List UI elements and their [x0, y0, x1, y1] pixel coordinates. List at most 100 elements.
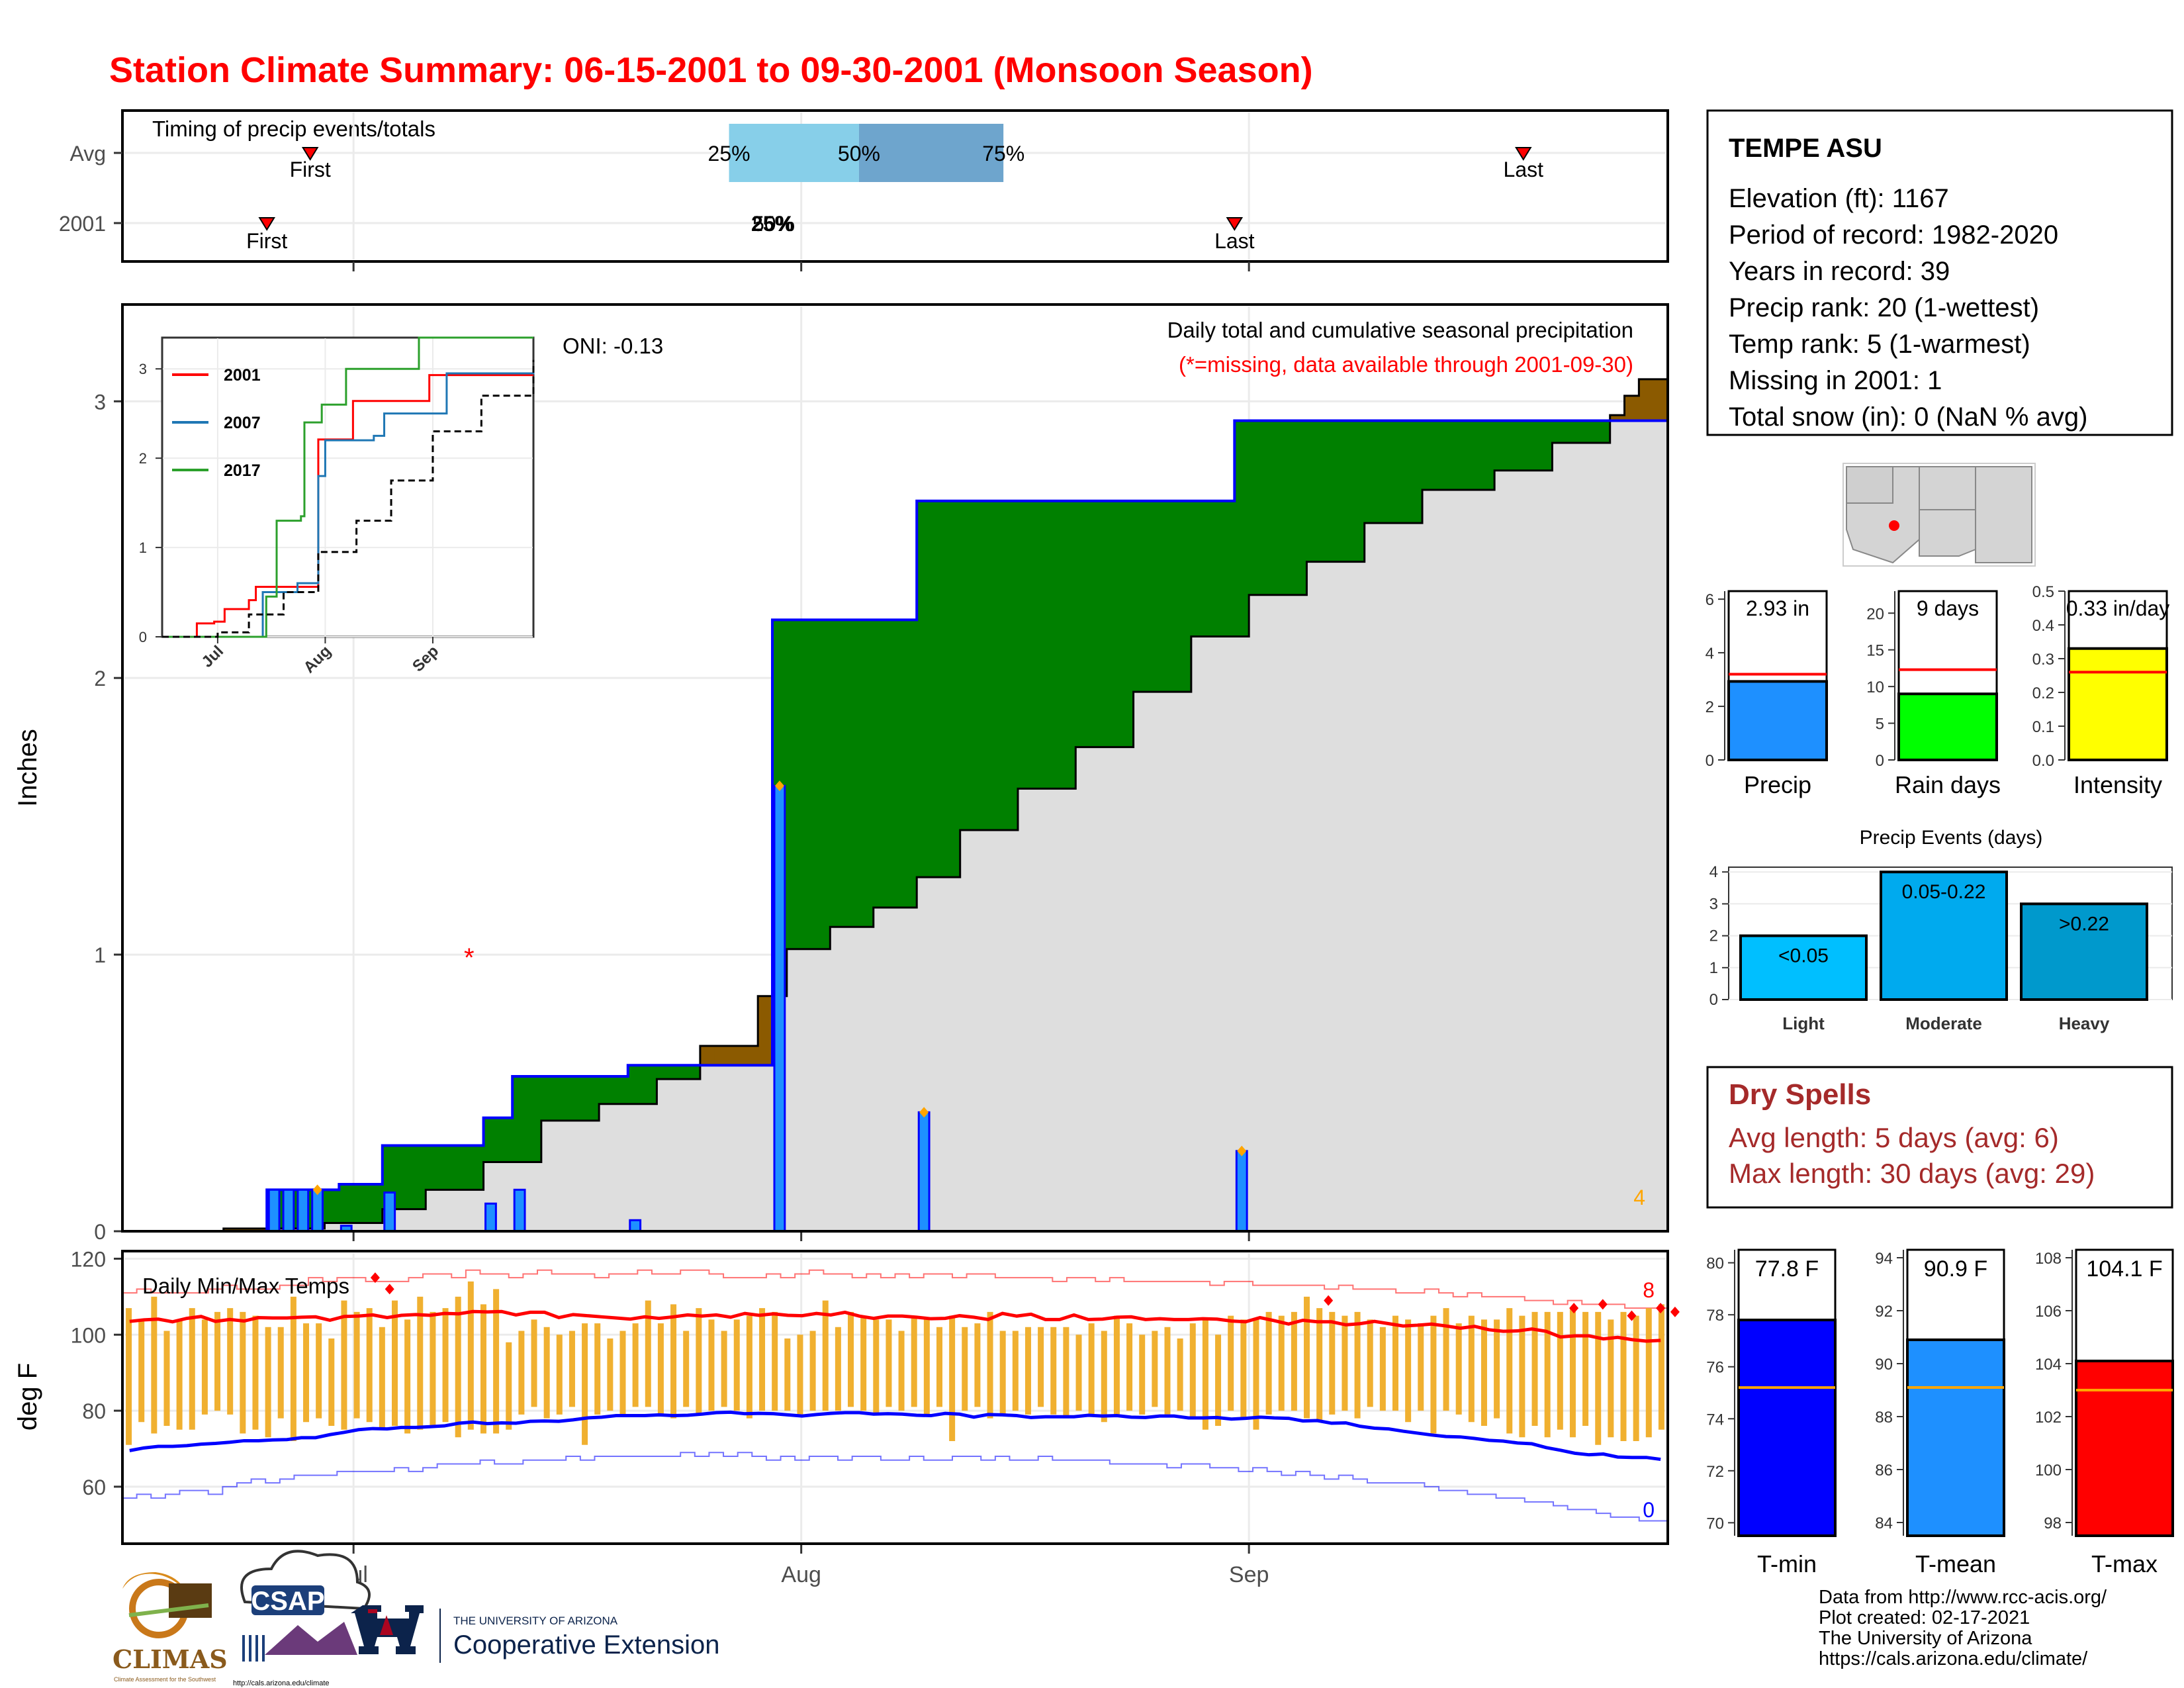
record-high-count: 8 [1643, 1278, 1655, 1302]
below-average-fill [1639, 379, 1654, 421]
above-average-fill [1017, 500, 1033, 789]
above-average-fill [686, 1065, 701, 1080]
above-average-fill [1263, 420, 1279, 595]
temp-bar-label: T-max [2091, 1550, 2158, 1577]
mini-bar-tick-label: 15 [1866, 642, 1884, 660]
above-average-fill [1162, 500, 1177, 692]
record-max-line [122, 1269, 1668, 1309]
above-average-fill [367, 1184, 383, 1223]
precip-events-chart: Precip Events (days) 0 1 2 3 4 <0.05 Light 0.05-… [1709, 827, 2173, 1033]
temp-bar-tick-label: 100 [2035, 1462, 2062, 1479]
dry-spells-max: Max length: 30 days (avg: 29) [1729, 1158, 2095, 1189]
above-average-fill [1205, 500, 1221, 637]
oni-label: ONI: -0.13 [563, 334, 663, 358]
daily-precip-bar [629, 1219, 642, 1233]
station-detail-line: Elevation (ft): 1167 [1729, 184, 1949, 213]
below-average-fill [729, 1046, 744, 1066]
above-average-fill [887, 620, 903, 908]
above-average-fill [1090, 500, 1105, 747]
inset-series-2017 [162, 336, 533, 638]
station-detail-line: Missing in 2001: 1 [1729, 366, 1942, 395]
station-detail-line: Precip rank: 20 (1-wettest) [1729, 293, 2039, 322]
avg-max-temp-line [129, 1309, 1661, 1343]
above-average-fill [541, 1076, 557, 1121]
above-average-fill [353, 1184, 369, 1223]
mini-bar-value: 2.93 in [1746, 596, 1809, 620]
climas-logo: CLIMAS Climate Assessment for the Southw… [113, 1572, 228, 1683]
above-average-fill [1436, 420, 1452, 490]
precip-event-category: Moderate [1905, 1013, 1982, 1033]
above-average-fill [1537, 420, 1553, 471]
below-average-fill [700, 1046, 715, 1066]
precip-event-bar-label: >0.22 [2059, 913, 2109, 935]
ua-logo-main: Cooperative Extension [453, 1630, 719, 1660]
below-average-fill [223, 1228, 239, 1231]
climas-logo-text: CLIMAS [113, 1644, 228, 1674]
above-average-fill [454, 1145, 470, 1190]
below-average-fill [758, 996, 773, 1066]
temp-bar-value: 104.1 F [2086, 1256, 2162, 1282]
y2001-quartile-label: 25% [751, 212, 794, 236]
y2001-first-marker [258, 217, 276, 231]
csap-logo-text: CSAP [251, 1587, 324, 1616]
dry-spells-avg: Avg length: 5 days (avg: 6) [1729, 1122, 2059, 1153]
events-y-tick-label: 3 [1709, 895, 1718, 913]
above-average-fill [974, 500, 989, 831]
avg-quartile-range-low [729, 124, 859, 182]
credit-line: Plot created: 02-17-2021 [1819, 1607, 2030, 1628]
above-average-fill [671, 1065, 686, 1080]
daily-precip-bar [311, 1188, 324, 1233]
temp-bar-tick-label: 74 [1706, 1411, 1724, 1429]
credit-line: https://cals.arizona.edu/climate/ [1819, 1648, 2088, 1669]
dry-spells-box [1706, 1066, 2173, 1209]
temp-bar-tick-label: 106 [2035, 1303, 2062, 1321]
temp-bar-value: 77.8 F [1755, 1256, 1819, 1282]
daily-precip-bar [917, 1111, 931, 1233]
above-average-fill [1191, 500, 1206, 637]
y2001-quartile-label: 50% [752, 212, 795, 236]
above-average-fill [1220, 500, 1235, 637]
precip-event-bar-label: <0.05 [1778, 945, 1829, 967]
precip-event-bar [1880, 870, 2008, 1001]
heavy-event-marker [774, 780, 784, 792]
precip-event-bar-label: 0.05-0.22 [1902, 881, 1986, 903]
csap-logo: CSAP http://cals.arizona.edu/climate [233, 1550, 371, 1687]
above-average-fill [1508, 420, 1524, 471]
precip-panel-frame [121, 303, 1669, 1233]
temp-bar-tick-label: 86 [1875, 1462, 1893, 1479]
above-average-fill [1177, 500, 1192, 692]
above-average-fill [902, 620, 917, 908]
avg-first-marker [301, 147, 319, 161]
daily-precip-bar [773, 784, 786, 1233]
inset-y-tick-label: 0 [139, 629, 147, 645]
above-average-fill [917, 500, 932, 878]
daily-precip-bar [513, 1188, 526, 1233]
mini-bar-value: 9 days [1917, 596, 1979, 620]
temp-bar-tick-label: 72 [1706, 1463, 1724, 1481]
temperature-panel: 6080100120JulAugSep [71, 1247, 1680, 1587]
above-average-fill [599, 1076, 614, 1104]
precip-event-category: Light [1782, 1013, 1825, 1033]
y2001-last-marker [1226, 217, 1244, 231]
record-high-marker [1324, 1295, 1334, 1306]
above-average-fill [1061, 500, 1076, 789]
inset-y-tick-label: 1 [139, 539, 147, 556]
above-average-fill [1032, 500, 1048, 789]
below-average-fill [1610, 415, 1625, 421]
above-average-fill [1465, 420, 1480, 490]
temp-bar-tick-label: 104 [2035, 1356, 2062, 1374]
below-average-fill [238, 1228, 253, 1231]
precip-events-title: Precip Events (days) [1860, 827, 2043, 849]
station-details: Elevation (ft): 1167 Period of record: 19… [1729, 184, 2087, 432]
daily-precip-bar [296, 1188, 310, 1233]
station-detail-line: Temp rank: 5 (1-warmest) [1729, 330, 2030, 359]
daily-precip-bar [383, 1191, 396, 1233]
mini-bar-tick-label: 0.5 [2032, 583, 2054, 601]
precip-event-category: Heavy [2059, 1013, 2110, 1033]
mini-bar-tick-label: 20 [1866, 605, 1884, 623]
above-average-fill [627, 1065, 643, 1104]
above-average-fill [1393, 420, 1408, 524]
page-title: Station Climate Summary: 06-15-2001 to 0… [109, 50, 1313, 90]
above-average-fill [1595, 420, 1611, 443]
above-average-fill [570, 1076, 585, 1121]
